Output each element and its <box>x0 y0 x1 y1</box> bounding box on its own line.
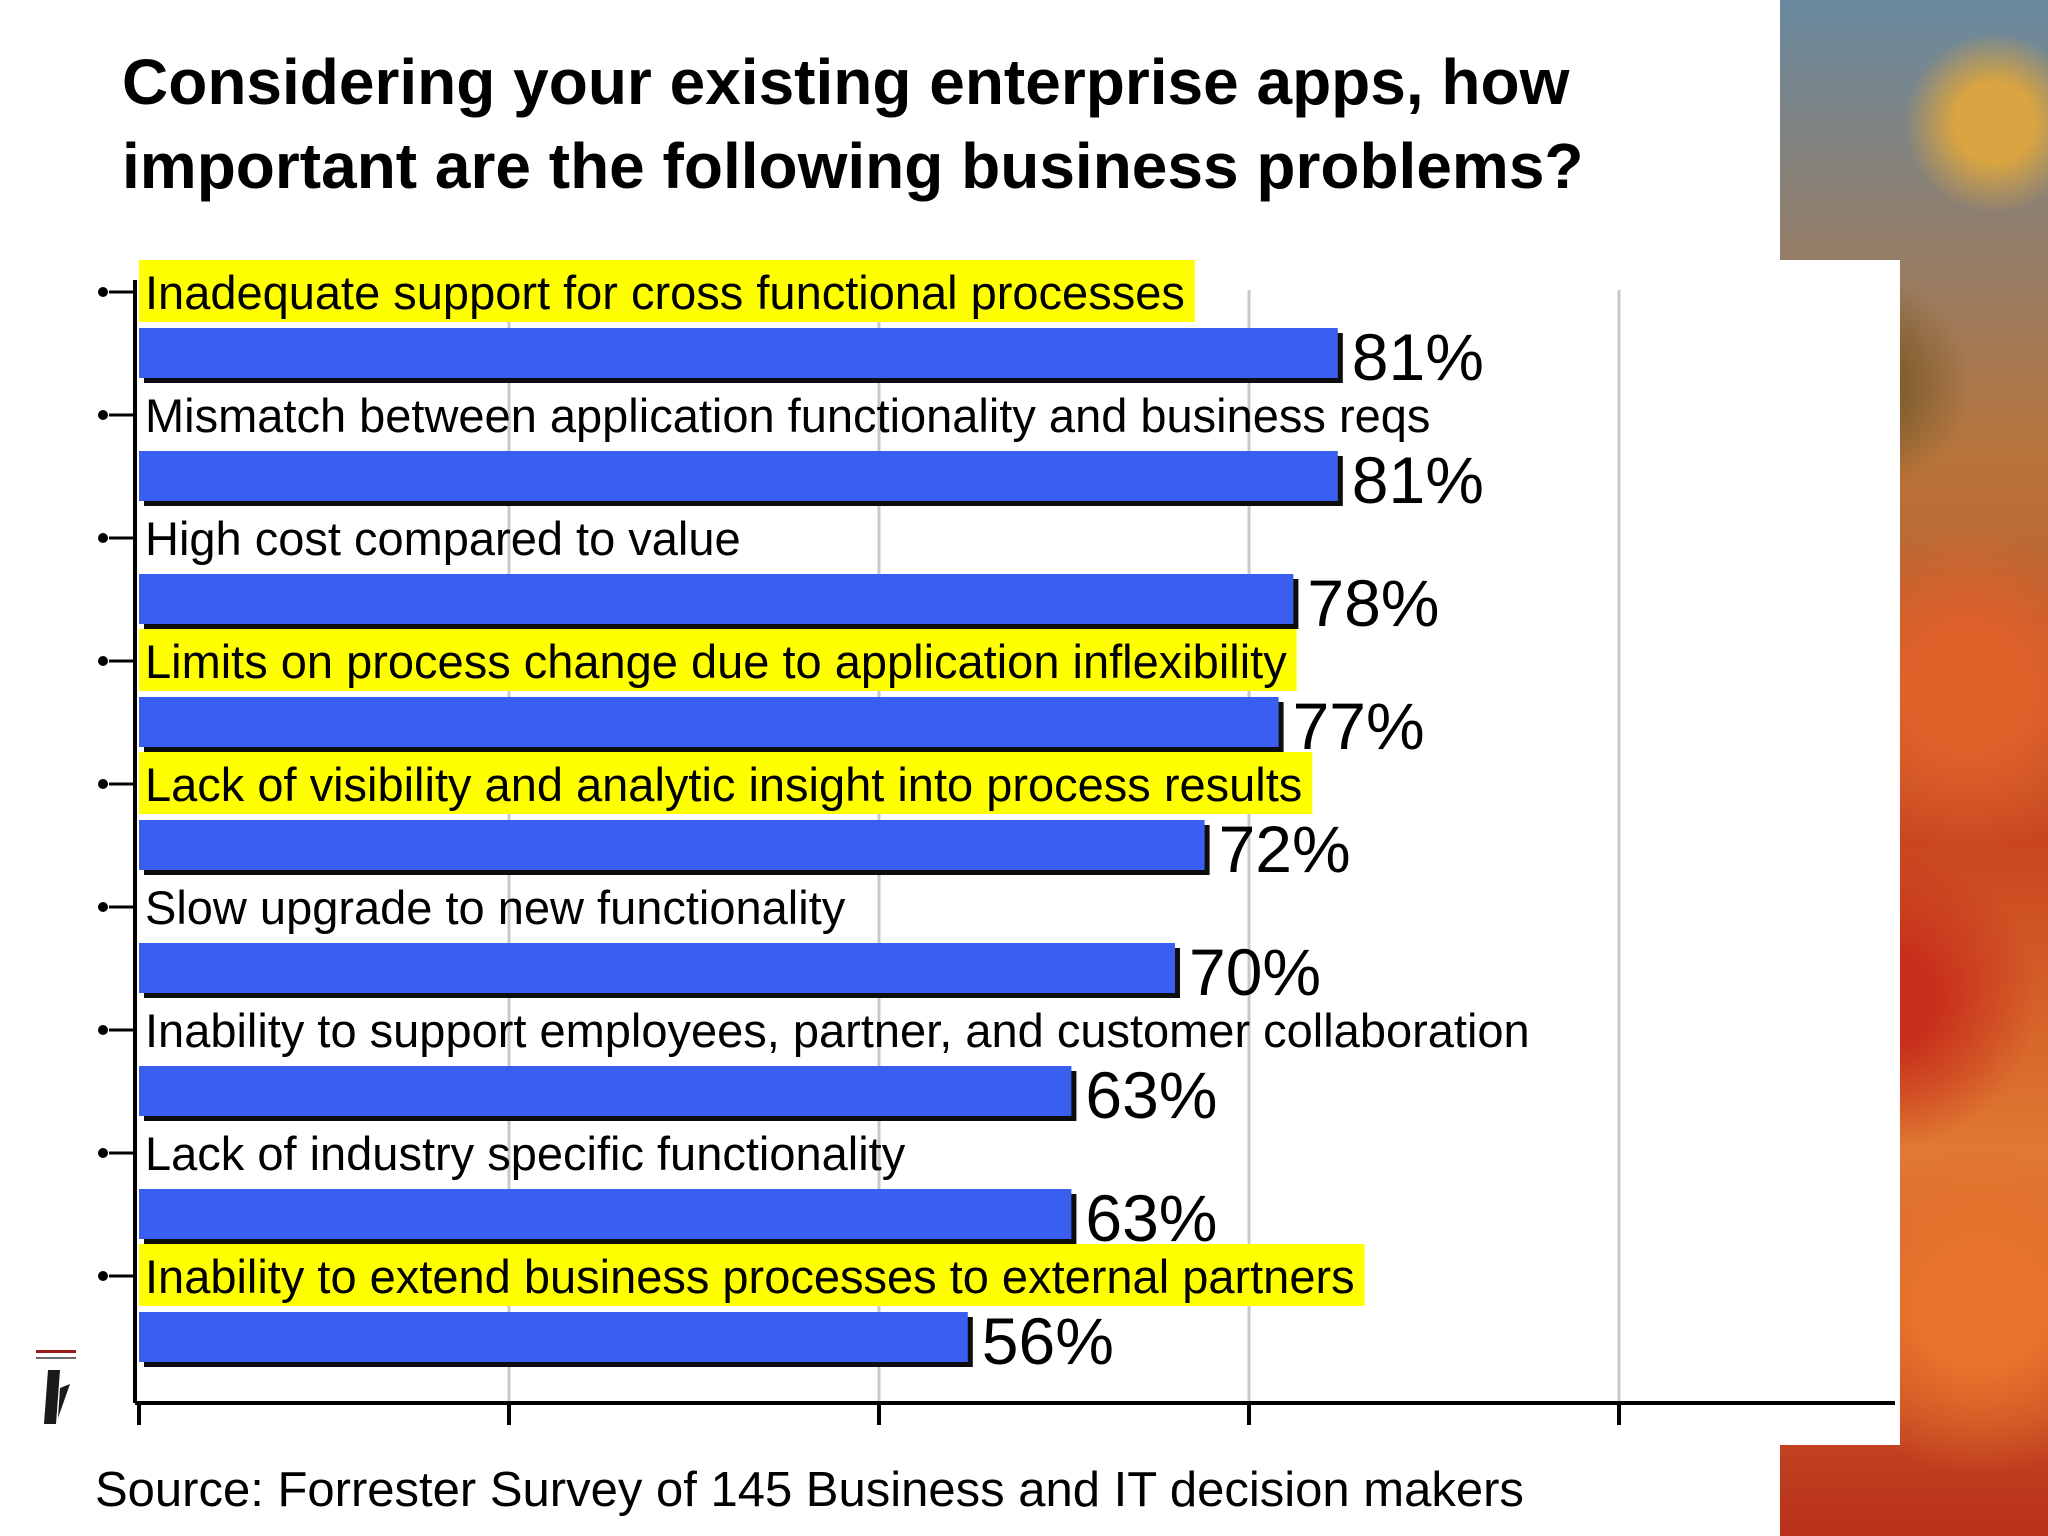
bullet-icon <box>98 1148 108 1158</box>
label-highlight <box>139 752 1313 814</box>
bar-chart: Inadequate support for cross functional … <box>98 260 1895 1425</box>
bar <box>139 328 1338 378</box>
bullet-icon <box>98 656 108 666</box>
bar <box>139 1189 1072 1239</box>
bullet-icon <box>98 779 108 789</box>
category-label: Inability to support employees, partner,… <box>145 1004 1530 1057</box>
page-title: Considering your existing enterprise app… <box>122 46 1584 202</box>
value-label: 63% <box>1085 1058 1217 1132</box>
bar <box>139 574 1294 624</box>
category-label: Slow upgrade to new functionality <box>145 881 846 934</box>
category-label: Inability to extend business processes t… <box>145 1250 1355 1303</box>
bar <box>139 1066 1072 1116</box>
bar <box>139 451 1338 501</box>
label-highlight <box>139 629 1297 691</box>
category-label: High cost compared to value <box>145 512 741 565</box>
category-label: Inadequate support for cross functional … <box>145 266 1185 319</box>
bullet-icon <box>98 533 108 543</box>
source-note: Source: Forrester Survey of 145 Business… <box>95 1462 1530 1522</box>
bar <box>139 943 1175 993</box>
bullet-icon <box>98 287 108 297</box>
category-label: Lack of visibility and analytic insight … <box>145 758 1302 811</box>
bullet-icon <box>98 902 108 912</box>
logo-icon <box>36 1350 76 1424</box>
label-highlight <box>139 260 1195 322</box>
value-label: 72% <box>1219 812 1351 886</box>
value-label: 77% <box>1293 689 1425 763</box>
value-label: 78% <box>1307 566 1439 640</box>
value-label: 81% <box>1352 443 1484 517</box>
bullet-icon <box>98 1025 108 1035</box>
category-label: Limits on process change due to applicat… <box>145 635 1287 688</box>
category-label: Lack of industry specific functionality <box>145 1127 906 1180</box>
chart-panel: Inadequate support for cross functional … <box>95 260 1900 1445</box>
value-label: 56% <box>982 1304 1114 1378</box>
value-label: 70% <box>1189 935 1321 1009</box>
category-label: Mismatch between application functionali… <box>145 389 1430 442</box>
bar <box>139 820 1205 870</box>
bullet-icon <box>98 1271 108 1281</box>
bar <box>139 697 1279 747</box>
value-label: 63% <box>1085 1181 1217 1255</box>
label-highlight <box>139 1244 1365 1306</box>
value-label: 81% <box>1352 320 1484 394</box>
bar <box>139 1312 968 1362</box>
bullet-icon <box>98 410 108 420</box>
